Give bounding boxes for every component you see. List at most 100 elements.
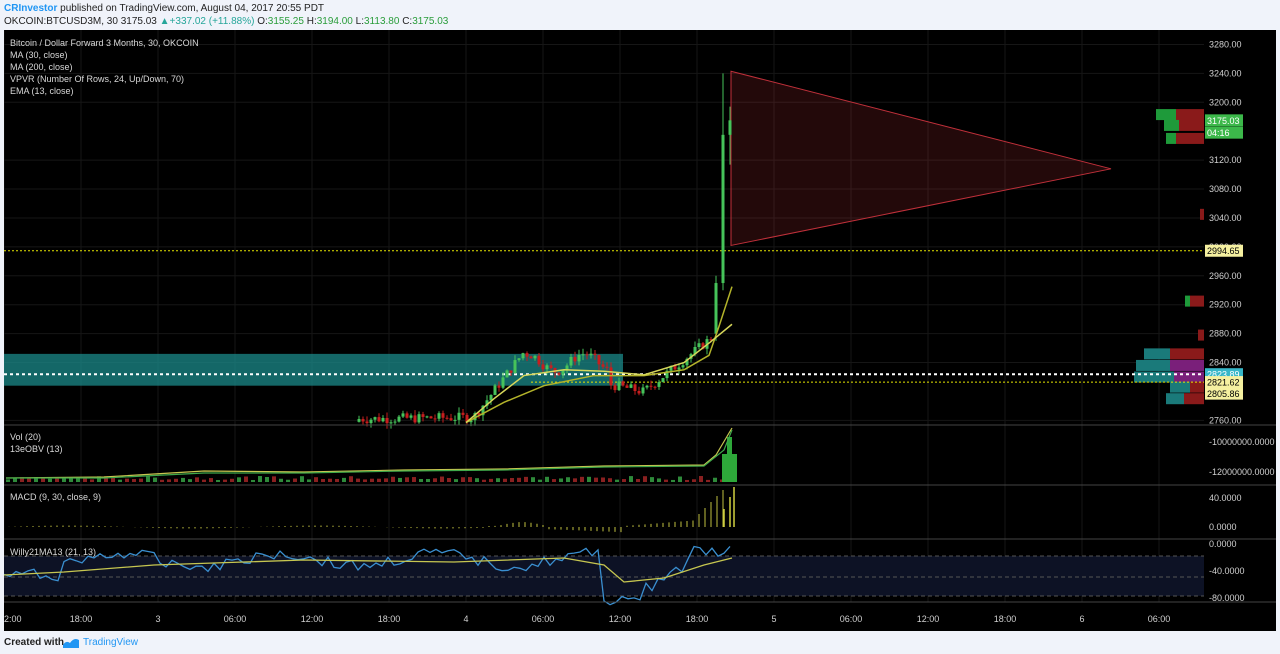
candle-body [581, 354, 585, 356]
candle-body [585, 354, 589, 356]
volume-bar [167, 479, 171, 482]
legend-ma200[interactable]: MA (200, close) [10, 62, 73, 72]
time-tick-label: 18:00 [686, 614, 709, 624]
volume-bar [503, 478, 507, 482]
low-label: L: [355, 16, 364, 27]
vpvr-down-bar [1179, 119, 1204, 131]
price-tick-label: 2920.00 [1209, 300, 1242, 310]
published-text: published on TradingView.com, August 04,… [60, 3, 325, 14]
footer-bar: Created with TradingView [0, 631, 1280, 654]
volume-bar [139, 478, 143, 482]
candle-body [477, 413, 481, 416]
candle-body [673, 365, 677, 370]
volume-bar [279, 478, 283, 482]
candle-body [397, 416, 401, 422]
time-tick-label: 18:00 [378, 614, 401, 624]
obv-title[interactable]: 13eOBV (13) [10, 444, 63, 454]
candle-body [389, 422, 393, 424]
candle-body [681, 365, 685, 368]
time-axis[interactable]: 2:00 18:00 3 06:00 12:00 18:00 4 06:00 12:00 18:0… [4, 614, 1170, 624]
candle-body [685, 358, 689, 366]
price-tick-label: 2880.00 [1209, 329, 1242, 339]
vpvr-down-bar [1174, 371, 1204, 383]
author-link[interactable]: CRInvestor [4, 3, 58, 14]
vpvr-up-bar [1134, 371, 1174, 383]
volume-bar [685, 479, 689, 482]
candle-body [721, 134, 725, 284]
label-2823: 2823.89 [1207, 370, 1240, 380]
willy-tick-label: -80.0000 [1209, 593, 1245, 603]
low-value: 3113.80 [364, 16, 400, 27]
volume-bar [440, 476, 444, 482]
candle-body [413, 415, 417, 423]
candle-body [393, 421, 397, 423]
volume-bar [608, 478, 612, 482]
volume-bar [251, 479, 255, 482]
price-axis[interactable]: 3280.00 3240.00 3200.00 3120.00 3080.00 3040.… [1205, 39, 1275, 603]
candle-body [405, 413, 409, 418]
candle-body [545, 365, 549, 370]
chart-svg[interactable]: 3280.00 3240.00 3200.00 3120.00 3080.00 3040.… [3, 30, 1276, 631]
volume-bar [349, 476, 353, 482]
candle-body [609, 367, 613, 386]
volume-bar [468, 477, 472, 482]
volume-bar [118, 479, 122, 482]
volume-bar [230, 478, 234, 482]
volume-bar [601, 477, 605, 482]
volume-bar [622, 479, 626, 482]
volume-bar [41, 477, 45, 482]
macd-title[interactable]: MACD (9, 30, close, 9) [10, 492, 101, 502]
willy-title[interactable]: Willy21MA13 (21, 13) [10, 547, 96, 557]
candle-body [728, 120, 732, 135]
candle-body [569, 356, 573, 366]
volume-bar [237, 477, 241, 482]
volume-bar [412, 477, 416, 482]
legend-ema[interactable]: EMA (13, close) [10, 86, 74, 96]
label-2805-bg [1205, 387, 1243, 400]
legend-ma30[interactable]: MA (30, close) [10, 50, 68, 60]
candle-body [617, 381, 621, 391]
candle-body [489, 394, 493, 401]
volume-bar [657, 478, 661, 482]
candle-body [485, 400, 489, 406]
volume-bar [48, 478, 52, 482]
volume-bar [629, 476, 633, 482]
volume-bar [111, 476, 115, 482]
volume-bar [524, 476, 528, 482]
candle-body [469, 420, 473, 423]
candle-body [369, 419, 373, 424]
willy-pane [3, 545, 1204, 606]
candle-body [561, 370, 565, 375]
candle-body [445, 417, 449, 419]
candle-body [505, 370, 509, 378]
volume-title[interactable]: Vol (20) [10, 432, 41, 442]
tradingview-logo-icon [63, 639, 79, 648]
candle-body [625, 385, 629, 388]
volume-bar [55, 477, 59, 482]
legend-vpvr[interactable]: VPVR (Number Of Rows, 24, Up/Down, 70) [10, 74, 184, 84]
tradingview-brand-link[interactable]: TradingView [83, 637, 139, 648]
volume-bar [496, 478, 500, 482]
candle-body [385, 417, 389, 424]
chart-area[interactable]: 3280.00 3240.00 3200.00 3120.00 3080.00 3040.… [3, 30, 1276, 631]
candle-body [665, 370, 669, 379]
time-tick-label: 2:00 [4, 614, 22, 624]
volume-bar [307, 479, 311, 482]
candle-body [589, 353, 593, 356]
candle-body [377, 417, 381, 422]
vpvr-down-bar [1200, 208, 1204, 220]
volume-bar [573, 478, 577, 482]
time-tick-label: 18:00 [994, 614, 1017, 624]
label-2821: 2821.62 [1207, 378, 1240, 388]
countdown-label-bg [1205, 126, 1243, 139]
price-change: +337.02 (+11.88%) [169, 16, 255, 27]
volume-bar [419, 478, 423, 482]
support-zone [4, 353, 623, 386]
volume-bar [475, 478, 479, 482]
close-value: 3175.03 [412, 16, 449, 27]
volume-bar [27, 477, 31, 482]
volume-bar [433, 478, 437, 482]
open-label: O: [257, 16, 268, 27]
candle-body [361, 419, 365, 422]
volume-bar [195, 477, 199, 482]
